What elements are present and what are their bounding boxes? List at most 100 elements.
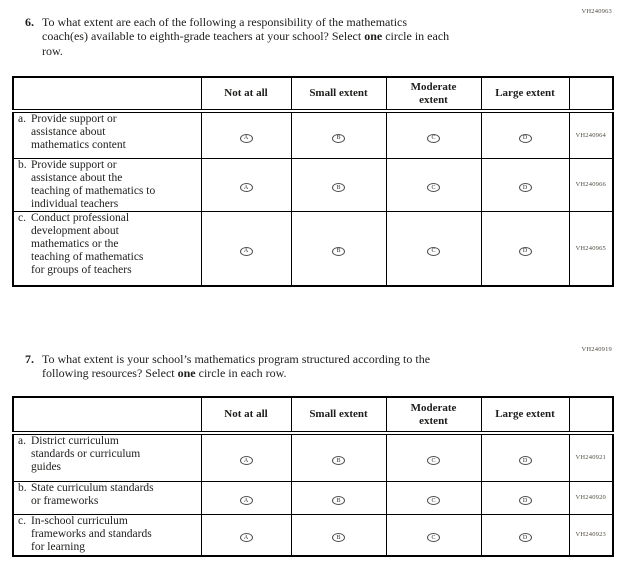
option-circle-c[interactable]: C (427, 533, 440, 543)
question7-text: To what extent is your school’s mathemat… (42, 352, 431, 381)
question6-code: VH240963 (581, 8, 612, 15)
row-code: VH240921 (568, 432, 614, 482)
row-letter: b. (18, 481, 27, 494)
header-code-empty (568, 76, 614, 113)
row-label: b. State curriculum standards or framewo… (12, 480, 202, 515)
option-cell: B (290, 513, 387, 557)
option-cell: A (200, 432, 292, 482)
header-empty (12, 76, 202, 113)
option-cell: C (385, 110, 482, 159)
option-cell: A (200, 157, 292, 212)
row-code: VH240923 (568, 513, 614, 557)
row-code: VH240964 (568, 110, 614, 159)
option-circle-b[interactable]: B (332, 496, 345, 505)
row-letter: a. (18, 113, 26, 125)
header-not-at-all: Not at all (200, 396, 292, 435)
question6-text: To what extent are each of the following… (42, 15, 450, 58)
option-circle-a[interactable]: A (239, 496, 253, 505)
option-cell: C (385, 513, 482, 557)
row-label-text: District curriculum standards or curricu… (31, 435, 141, 473)
option-cell: D (480, 110, 570, 159)
table-row-a: a. District curriculum standards or curr… (12, 432, 614, 482)
option-cell: A (200, 210, 292, 287)
row-code: VH240965 (568, 210, 614, 287)
option-cell: B (290, 432, 387, 482)
table-row-b: b. Provide support or assistance about t… (12, 157, 614, 212)
option-circle-c[interactable]: C (427, 133, 440, 143)
header-moderate-extent: Moderate extent (385, 396, 482, 435)
option-circle-d[interactable]: D (518, 496, 532, 505)
option-cell: A (200, 480, 292, 515)
row-label: a. Provide support or assistance about m… (12, 110, 202, 159)
option-cell: B (290, 157, 387, 212)
row-label-text: In-school curriculum frameworks and stan… (31, 514, 152, 553)
header-empty (12, 396, 202, 435)
question7-code: VH240919 (581, 346, 612, 353)
option-cell: A (200, 513, 292, 557)
resources-table: Not at all Small extent Moderate extent … (12, 396, 614, 557)
option-circle-d[interactable]: D (518, 533, 532, 543)
row-letter: c. (18, 514, 26, 527)
row-label-text: Conduct professional development about m… (31, 211, 144, 276)
table-row-b: b. State curriculum standards or framewo… (12, 480, 614, 515)
option-cell: D (480, 513, 570, 557)
question7: 7. To what extent is your school’s mathe… (25, 352, 430, 381)
option-cell: B (290, 110, 387, 159)
row-label: c. In-school curriculum frameworks and s… (12, 513, 202, 557)
option-cell: B (290, 480, 387, 515)
option-circle-b[interactable]: B (332, 183, 345, 192)
header-large-extent: Large extent (480, 76, 570, 113)
option-circle-c[interactable]: C (427, 246, 440, 256)
option-circle-d[interactable]: D (518, 133, 532, 143)
row-label: c. Conduct professional development abou… (12, 210, 202, 287)
header-large-extent: Large extent (480, 396, 570, 435)
option-circle-c[interactable]: C (427, 456, 440, 466)
option-circle-b[interactable]: B (332, 533, 345, 543)
row-letter: b. (18, 158, 27, 171)
option-circle-b[interactable]: B (332, 133, 345, 143)
option-cell: D (480, 432, 570, 482)
option-circle-a[interactable]: A (239, 456, 253, 466)
table-header-row: Not at all Small extent Moderate extent … (12, 76, 614, 113)
row-letter: a. (18, 435, 26, 447)
row-label-text: Provide support or assistance about the … (31, 158, 156, 210)
table-row-a: a. Provide support or assistance about m… (12, 110, 614, 159)
row-label: a. District curriculum standards or curr… (12, 432, 202, 482)
question6: 6. To what extent are each of the follow… (25, 15, 449, 58)
header-small-extent: Small extent (290, 396, 387, 435)
option-circle-a[interactable]: A (239, 533, 253, 543)
option-circle-d[interactable]: D (518, 183, 532, 192)
question7-number: 7. (25, 352, 34, 366)
option-circle-d[interactable]: D (518, 456, 532, 466)
option-cell: C (385, 480, 482, 515)
option-circle-a[interactable]: A (239, 246, 253, 256)
option-cell: A (200, 110, 292, 159)
row-code: VH240966 (568, 157, 614, 212)
option-circle-b[interactable]: B (332, 456, 345, 466)
option-cell: D (480, 480, 570, 515)
option-cell: D (480, 210, 570, 287)
option-circle-b[interactable]: B (332, 246, 345, 256)
option-cell: C (385, 157, 482, 212)
option-circle-d[interactable]: D (518, 246, 532, 256)
header-moderate-extent: Moderate extent (385, 76, 482, 113)
header-small-extent: Small extent (290, 76, 387, 113)
option-cell: B (290, 210, 387, 287)
option-cell: C (385, 432, 482, 482)
question6-number: 6. (25, 15, 34, 29)
option-circle-c[interactable]: C (427, 183, 440, 192)
header-code-empty (568, 396, 614, 435)
row-label-text: Provide support or assistance about math… (31, 113, 126, 151)
table-header-row: Not at all Small extent Moderate extent … (12, 396, 614, 435)
table-row-c: c. Conduct professional development abou… (12, 210, 614, 287)
row-label-text: State curriculum standards or frameworks (31, 481, 154, 507)
row-code: VH240920 (568, 480, 614, 515)
row-label: b. Provide support or assistance about t… (12, 157, 202, 212)
option-circle-a[interactable]: A (239, 133, 253, 143)
row-letter: c. (18, 211, 26, 224)
table-row-c: c. In-school curriculum frameworks and s… (12, 513, 614, 557)
header-not-at-all: Not at all (200, 76, 292, 113)
option-circle-a[interactable]: A (239, 183, 253, 192)
option-circle-c[interactable]: C (427, 496, 440, 505)
